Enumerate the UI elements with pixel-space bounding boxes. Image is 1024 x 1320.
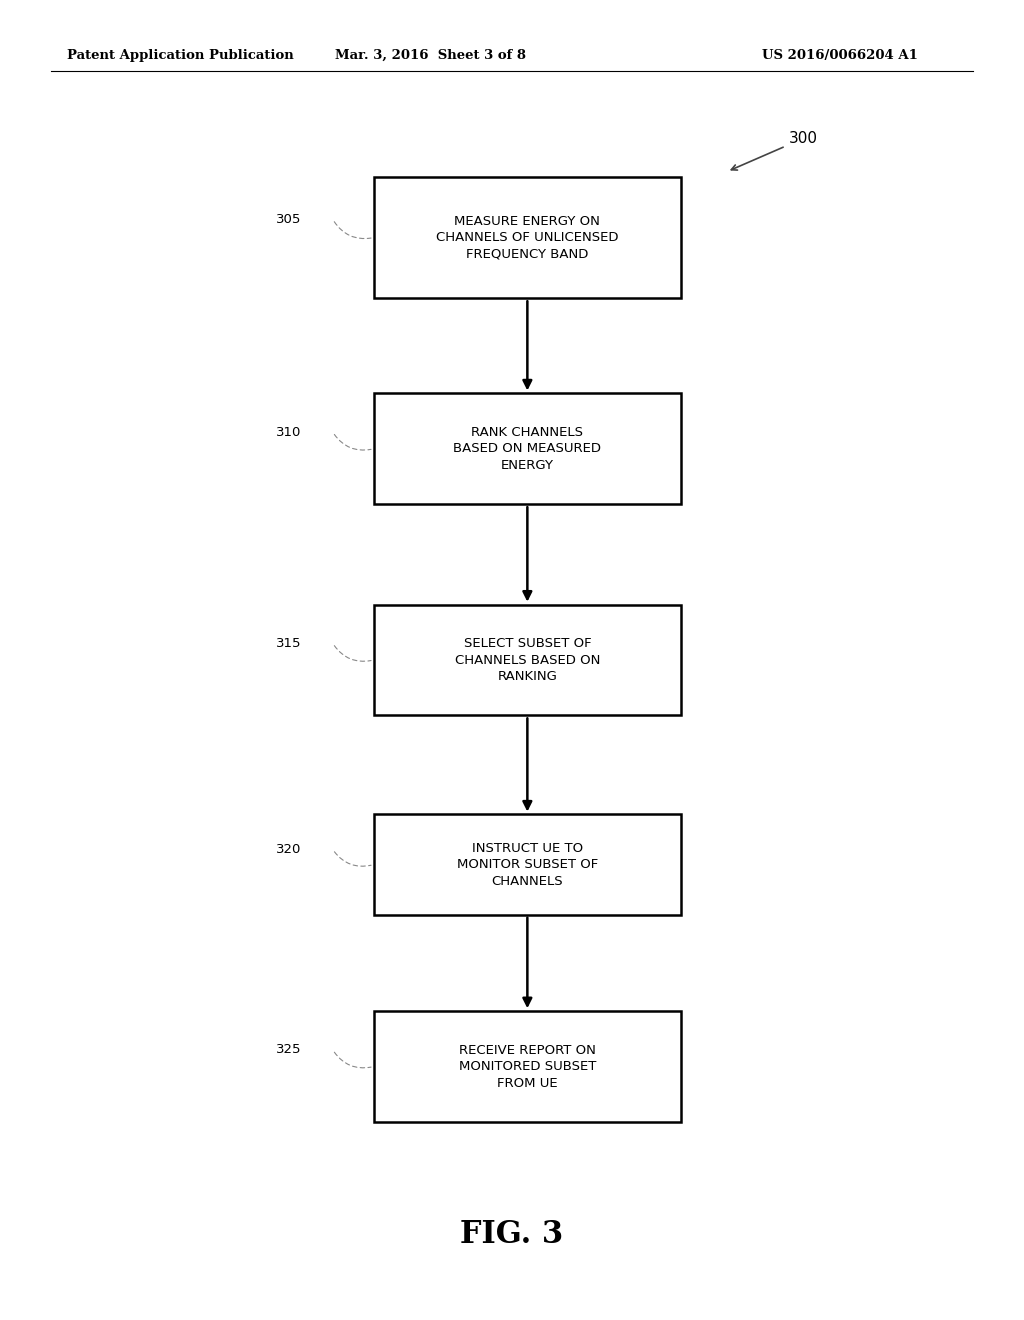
Text: Patent Application Publication: Patent Application Publication xyxy=(67,49,293,62)
Bar xyxy=(374,605,681,715)
Text: INSTRUCT UE TO
MONITOR SUBSET OF
CHANNELS: INSTRUCT UE TO MONITOR SUBSET OF CHANNEL… xyxy=(457,842,598,887)
Bar xyxy=(374,393,681,504)
Text: RECEIVE REPORT ON
MONITORED SUBSET
FROM UE: RECEIVE REPORT ON MONITORED SUBSET FROM … xyxy=(459,1044,596,1089)
Text: MEASURE ENERGY ON
CHANNELS OF UNLICENSED
FREQUENCY BAND: MEASURE ENERGY ON CHANNELS OF UNLICENSED… xyxy=(436,215,618,260)
Bar xyxy=(374,177,681,298)
Bar xyxy=(374,814,681,915)
Text: FIG. 3: FIG. 3 xyxy=(461,1218,563,1250)
Text: 320: 320 xyxy=(276,843,302,857)
Text: 310: 310 xyxy=(276,425,302,438)
Text: RANK CHANNELS
BASED ON MEASURED
ENERGY: RANK CHANNELS BASED ON MEASURED ENERGY xyxy=(454,426,601,471)
Text: 300: 300 xyxy=(731,131,817,170)
Text: 325: 325 xyxy=(276,1043,302,1056)
Bar xyxy=(374,1011,681,1122)
Text: 305: 305 xyxy=(276,213,302,226)
Text: Mar. 3, 2016  Sheet 3 of 8: Mar. 3, 2016 Sheet 3 of 8 xyxy=(335,49,525,62)
Text: 315: 315 xyxy=(276,636,302,649)
Text: SELECT SUBSET OF
CHANNELS BASED ON
RANKING: SELECT SUBSET OF CHANNELS BASED ON RANKI… xyxy=(455,638,600,682)
Text: US 2016/0066204 A1: US 2016/0066204 A1 xyxy=(762,49,918,62)
